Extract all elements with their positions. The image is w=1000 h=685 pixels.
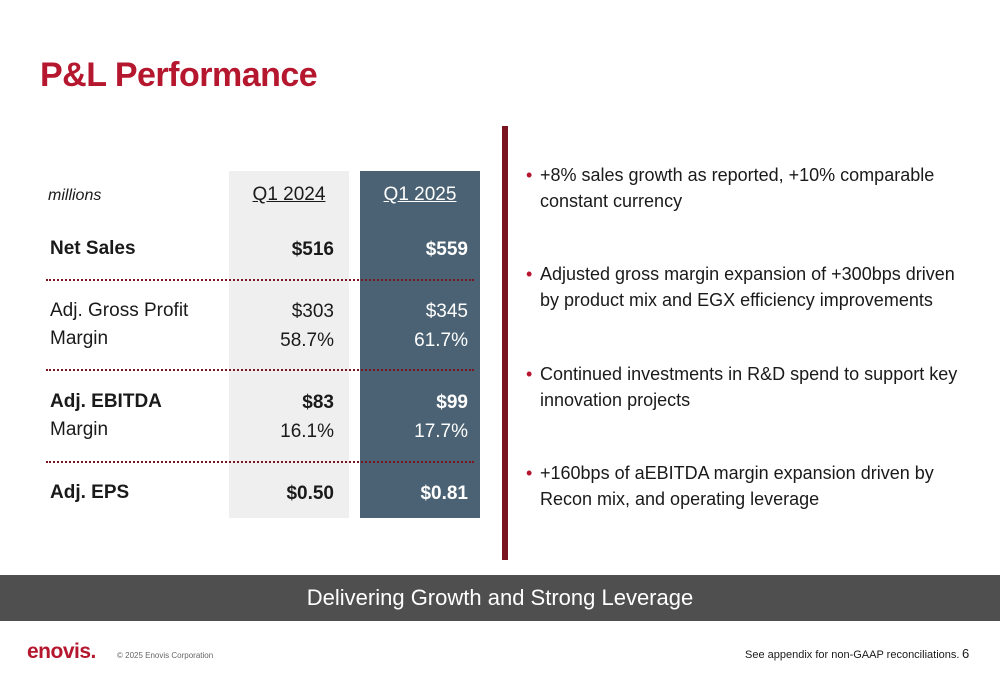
row-separator bbox=[46, 461, 474, 463]
gross-margin-q1-2025: 61.7% bbox=[414, 330, 468, 351]
bullet-dot-icon: • bbox=[526, 463, 533, 483]
bullet-line: +160bps of aEBITDA margin expansion driv… bbox=[540, 463, 934, 483]
adj-eps-q1-2025: $0.81 bbox=[420, 483, 468, 504]
adj-gross-profit-q1-2024: $303 bbox=[291, 301, 334, 322]
bullet-line: +8% sales growth as reported, +10% compa… bbox=[540, 165, 935, 185]
logo-text: enovis bbox=[27, 640, 91, 663]
adj-ebitda-q1-2025: $99 bbox=[436, 392, 468, 413]
adj-eps-q1-2024: $0.50 bbox=[286, 483, 334, 504]
ebitda-margin-q1-2024: 16.1% bbox=[280, 421, 334, 442]
row-separator bbox=[46, 279, 474, 281]
highlight-bullet: • Adjusted gross margin expansion of +30… bbox=[526, 261, 966, 313]
bullet-line: innovation projects bbox=[540, 390, 691, 410]
column-header-q1-2024: Q1 2024 bbox=[252, 184, 326, 205]
takeaway-banner: Delivering Growth and Strong Leverage bbox=[0, 575, 1000, 621]
adj-gross-profit-q1-2025: $345 bbox=[425, 301, 468, 322]
highlight-bullet: • +160bps of aEBITDA margin expansion dr… bbox=[526, 460, 966, 512]
bullet-line: by product mix and EGX efficiency improv… bbox=[540, 290, 933, 310]
row-label-adj-gross-profit: Adj. Gross Profit bbox=[50, 300, 189, 321]
gross-margin-q1-2024: 58.7% bbox=[280, 330, 334, 351]
bullet-dot-icon: • bbox=[526, 165, 533, 185]
column-header-q1-2025: Q1 2025 bbox=[383, 184, 457, 205]
bullet-line: Adjusted gross margin expansion of +300b… bbox=[540, 264, 955, 284]
bullet-dot-icon: • bbox=[526, 364, 533, 384]
q1-2024-column-background bbox=[229, 171, 349, 518]
row-sublabel-gross-margin: Margin bbox=[50, 328, 109, 349]
adj-ebitda-q1-2024: $83 bbox=[302, 392, 334, 413]
ebitda-margin-q1-2025: 17.7% bbox=[414, 421, 468, 442]
highlight-bullet: • +8% sales growth as reported, +10% com… bbox=[526, 162, 966, 214]
net-sales-q1-2025: $559 bbox=[425, 239, 468, 260]
row-sublabel-ebitda-margin: Margin bbox=[50, 419, 109, 440]
bullet-dot-icon: • bbox=[526, 264, 533, 284]
logo-dot: . bbox=[90, 640, 97, 663]
q1-2025-column-background bbox=[360, 171, 480, 518]
row-label-net-sales: Net Sales bbox=[50, 238, 136, 259]
vertical-divider bbox=[502, 126, 508, 560]
row-label-adj-ebitda: Adj. EBITDA bbox=[50, 391, 162, 412]
bullet-line: constant currency bbox=[540, 191, 683, 211]
copyright-text: © 2025 Enovis Corporation bbox=[117, 651, 214, 660]
net-sales-q1-2024: $516 bbox=[291, 239, 334, 260]
row-label-adj-eps: Adj. EPS bbox=[50, 482, 130, 503]
bullet-line: Continued investments in R&D spend to su… bbox=[540, 364, 958, 384]
enovis-logo: enovis. bbox=[27, 640, 96, 664]
footnote: See appendix for non-GAAP reconciliation… bbox=[745, 649, 960, 661]
row-separator bbox=[46, 369, 474, 371]
page-title: P&L Performance bbox=[40, 56, 318, 94]
highlight-bullet: • Continued investments in R&D spend to … bbox=[526, 361, 966, 413]
units-label: millions bbox=[48, 187, 102, 204]
bullet-line: Recon mix, and operating leverage bbox=[540, 489, 820, 509]
page-number: 6 bbox=[962, 646, 970, 661]
